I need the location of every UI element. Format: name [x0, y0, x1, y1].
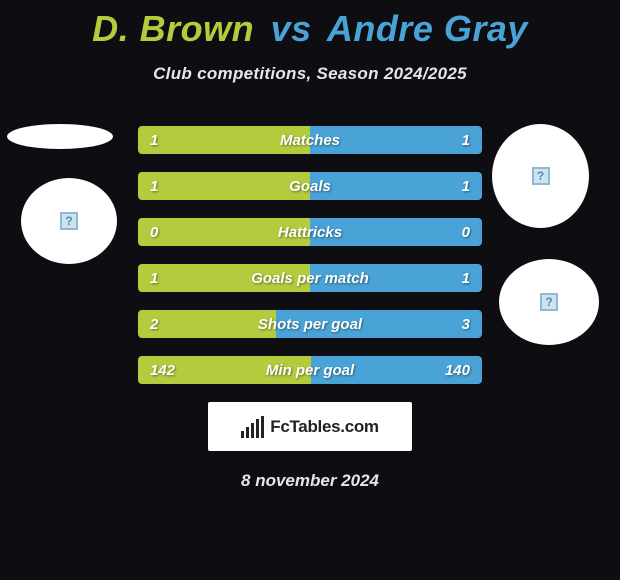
stat-row: 142140Min per goal: [138, 356, 482, 384]
bar-right: [310, 172, 482, 200]
stat-row: 23Shots per goal: [138, 310, 482, 338]
bar-left: [138, 126, 310, 154]
stat-value-right: 1: [462, 264, 470, 292]
bar-right: [310, 264, 482, 292]
stat-row: 11Matches: [138, 126, 482, 154]
player1-name: D. Brown: [92, 8, 254, 49]
stat-value-left: 0: [150, 218, 158, 246]
stat-row: 11Goals per match: [138, 264, 482, 292]
subtitle: Club competitions, Season 2024/2025: [0, 64, 620, 84]
bar-left: [138, 218, 310, 246]
date-label: 8 november 2024: [0, 471, 620, 491]
comparison-title: D. Brown vs Andre Gray: [0, 0, 620, 50]
player2-name: Andre Gray: [327, 8, 528, 49]
stat-value-left: 1: [150, 172, 158, 200]
player2-avatar-circle-1: ?: [492, 124, 589, 228]
placeholder-icon: ?: [532, 167, 550, 185]
bar-right: [310, 218, 482, 246]
vs-label: vs: [271, 8, 312, 49]
stat-value-left: 2: [150, 310, 158, 338]
stat-row: 11Goals: [138, 172, 482, 200]
stat-value-right: 3: [462, 310, 470, 338]
stat-value-right: 0: [462, 218, 470, 246]
placeholder-icon: ?: [540, 293, 558, 311]
bar-right: [276, 310, 482, 338]
stat-row: 00Hattricks: [138, 218, 482, 246]
bar-left: [138, 172, 310, 200]
bar-left: [138, 310, 276, 338]
footer-badge: FcTables.com: [208, 402, 412, 451]
stat-value-left: 142: [150, 356, 175, 384]
placeholder-icon: ?: [60, 212, 78, 230]
stat-value-left: 1: [150, 126, 158, 154]
logo-bars-icon: [241, 416, 264, 438]
bar-right: [310, 126, 482, 154]
stat-value-left: 1: [150, 264, 158, 292]
decorative-ellipse: [7, 124, 113, 149]
bar-left: [138, 264, 310, 292]
stat-value-right: 140: [445, 356, 470, 384]
player1-avatar-circle: ?: [21, 178, 117, 264]
brand-label: FcTables.com: [270, 417, 379, 437]
stat-value-right: 1: [462, 172, 470, 200]
stat-value-right: 1: [462, 126, 470, 154]
stats-container: 11Matches11Goals00Hattricks11Goals per m…: [138, 126, 482, 384]
player2-avatar-circle-2: ?: [499, 259, 599, 345]
